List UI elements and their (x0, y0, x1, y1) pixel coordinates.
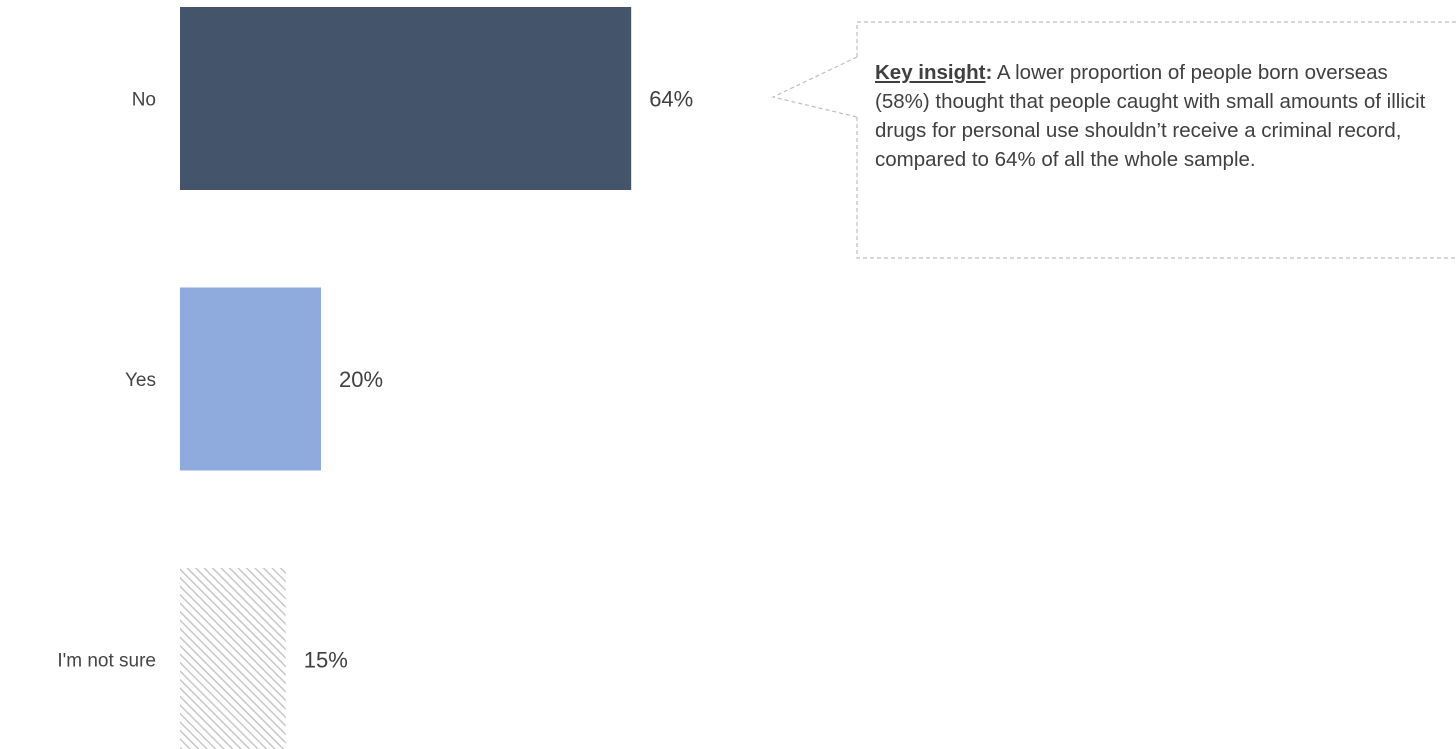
category-label-no: No (132, 90, 156, 111)
callout-body: A lower proportion of people born overse… (875, 61, 1426, 171)
value-label-i-m-not-sure: 15% (304, 648, 348, 673)
callout-pointer (771, 56, 858, 118)
value-label-no: 64% (649, 87, 693, 112)
category-label-yes: Yes (125, 370, 156, 391)
value-label-yes: 20% (339, 367, 383, 392)
callout-lead: Key insight (875, 61, 986, 84)
bar-yes (180, 287, 321, 471)
callout-colon: : (985, 61, 993, 84)
key-insight-callout: Key insight: A lower proportion of peopl… (875, 58, 1445, 174)
callout-box (771, 21, 1456, 259)
bar-no (180, 7, 632, 190)
bar-i-m-not-sure (180, 568, 286, 749)
category-label-i-m-not-sure: I'm not sure (57, 651, 156, 672)
